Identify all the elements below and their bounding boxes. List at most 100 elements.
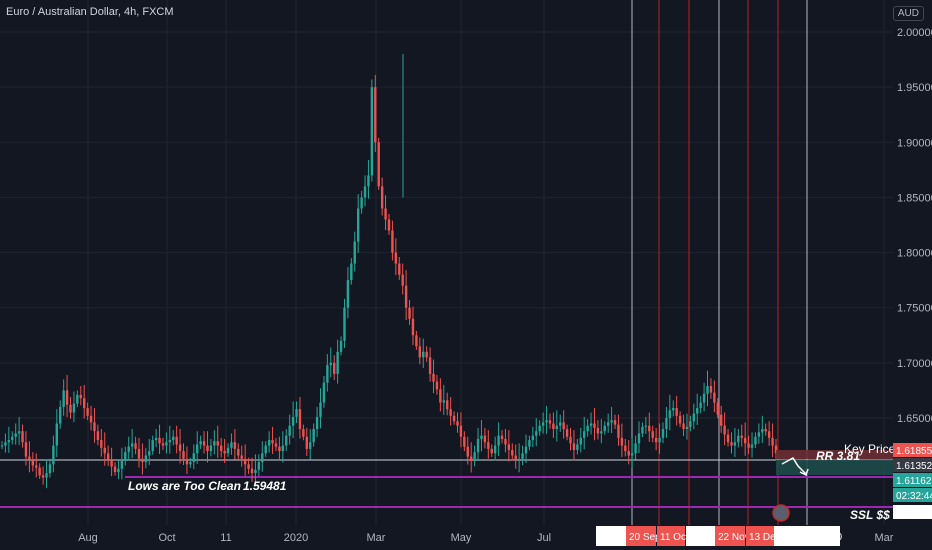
candle-body xyxy=(648,425,651,432)
candle-body xyxy=(565,429,569,437)
candle-body xyxy=(243,458,247,465)
candle-body xyxy=(641,426,644,434)
candle-body xyxy=(0,445,4,447)
candle-body xyxy=(336,351,339,374)
time-tick-label: 11 xyxy=(220,532,231,544)
candle-body xyxy=(493,445,497,454)
candle-body xyxy=(322,382,326,403)
candle-body xyxy=(353,241,356,264)
time-tick-label: Aug xyxy=(78,532,98,544)
price-tick-label: 1.75000 xyxy=(897,303,932,315)
candle-body xyxy=(743,437,747,444)
candle-body xyxy=(223,451,226,454)
candle-body xyxy=(79,394,82,399)
projection-arrow xyxy=(781,457,807,475)
candle-body xyxy=(713,392,716,403)
chart-grid xyxy=(0,0,893,525)
currency-badge[interactable]: AUD xyxy=(892,6,924,21)
candle-body xyxy=(583,431,586,438)
candle-body xyxy=(415,335,418,347)
price-tag-label: 1.61000 xyxy=(896,508,932,519)
candle-body xyxy=(398,263,401,275)
candle-body xyxy=(206,445,209,452)
candlestick-series xyxy=(0,54,778,489)
candle-body xyxy=(750,444,754,448)
candle-body xyxy=(96,431,100,441)
candle-body xyxy=(767,431,771,438)
candle-body xyxy=(69,404,72,413)
candle-body xyxy=(771,437,774,446)
candle-body xyxy=(432,373,435,382)
candle-body xyxy=(141,458,144,463)
price-tag-label: 1.61855 xyxy=(896,446,932,457)
date-tag-bg xyxy=(657,526,685,546)
candle-body xyxy=(459,425,463,437)
price-tick-label: 1.90000 xyxy=(897,137,932,149)
candle-body xyxy=(360,197,363,209)
price-tick-label: 2.00000 xyxy=(897,27,932,39)
candle-body xyxy=(726,434,730,443)
candle-body xyxy=(113,466,117,473)
candle-body xyxy=(387,219,391,231)
candle-body xyxy=(144,455,148,463)
candle-body xyxy=(678,415,682,424)
price-tag-bg xyxy=(893,505,932,519)
candle-body xyxy=(661,429,665,438)
price-tag-bg xyxy=(893,443,932,457)
candle-body xyxy=(185,458,189,465)
candle-body xyxy=(500,435,504,439)
short-position-tool[interactable] xyxy=(772,450,893,522)
candle-body xyxy=(747,443,750,448)
stop-zone xyxy=(776,450,893,459)
candle-body xyxy=(52,445,55,465)
candle-body xyxy=(120,461,124,469)
price-tick-label: 1.95000 xyxy=(897,82,932,94)
price-tag-bg xyxy=(893,458,932,472)
candle-body xyxy=(624,445,627,452)
candle-body xyxy=(586,425,589,432)
candle-body xyxy=(45,473,48,478)
candle-body xyxy=(151,440,154,452)
candle-body xyxy=(740,435,743,438)
candle-body xyxy=(309,442,312,449)
candle-body xyxy=(278,446,281,452)
user-avatar xyxy=(772,504,790,522)
candle-body xyxy=(350,263,353,281)
date-tag-label: 11 Oct xyxy=(660,532,689,543)
candle-body xyxy=(511,449,514,456)
candle-body xyxy=(257,462,261,470)
candle-body xyxy=(579,437,582,445)
candle-body xyxy=(665,418,668,430)
price-tag-bg xyxy=(893,473,932,487)
candle-body xyxy=(706,386,709,394)
candle-body xyxy=(456,421,459,426)
candle-body xyxy=(391,230,394,253)
candle-body xyxy=(418,346,422,358)
candle-body xyxy=(329,362,332,366)
candle-body xyxy=(281,445,285,452)
candle-body xyxy=(178,444,182,452)
date-tag-label: 20 Sep xyxy=(629,532,661,543)
candle-body xyxy=(596,427,600,434)
candle-body xyxy=(466,446,469,457)
date-tag-label: 22 Nov xyxy=(718,532,750,543)
candle-body xyxy=(271,440,274,444)
candle-body xyxy=(637,433,641,444)
candle-body xyxy=(288,425,291,436)
candle-body xyxy=(627,451,630,456)
candle-body xyxy=(103,447,106,454)
candle-body xyxy=(528,440,531,447)
candle-body xyxy=(490,448,493,454)
candle-body xyxy=(476,438,480,453)
candle-body xyxy=(720,414,723,426)
candle-body xyxy=(507,444,511,450)
candle-body xyxy=(435,381,439,390)
candle-body xyxy=(521,453,524,459)
candle-body xyxy=(685,426,689,430)
rr-label: RR 3.81 xyxy=(816,449,860,463)
candle-body xyxy=(696,408,699,414)
candle-body xyxy=(559,422,562,426)
candle-body xyxy=(716,402,719,415)
